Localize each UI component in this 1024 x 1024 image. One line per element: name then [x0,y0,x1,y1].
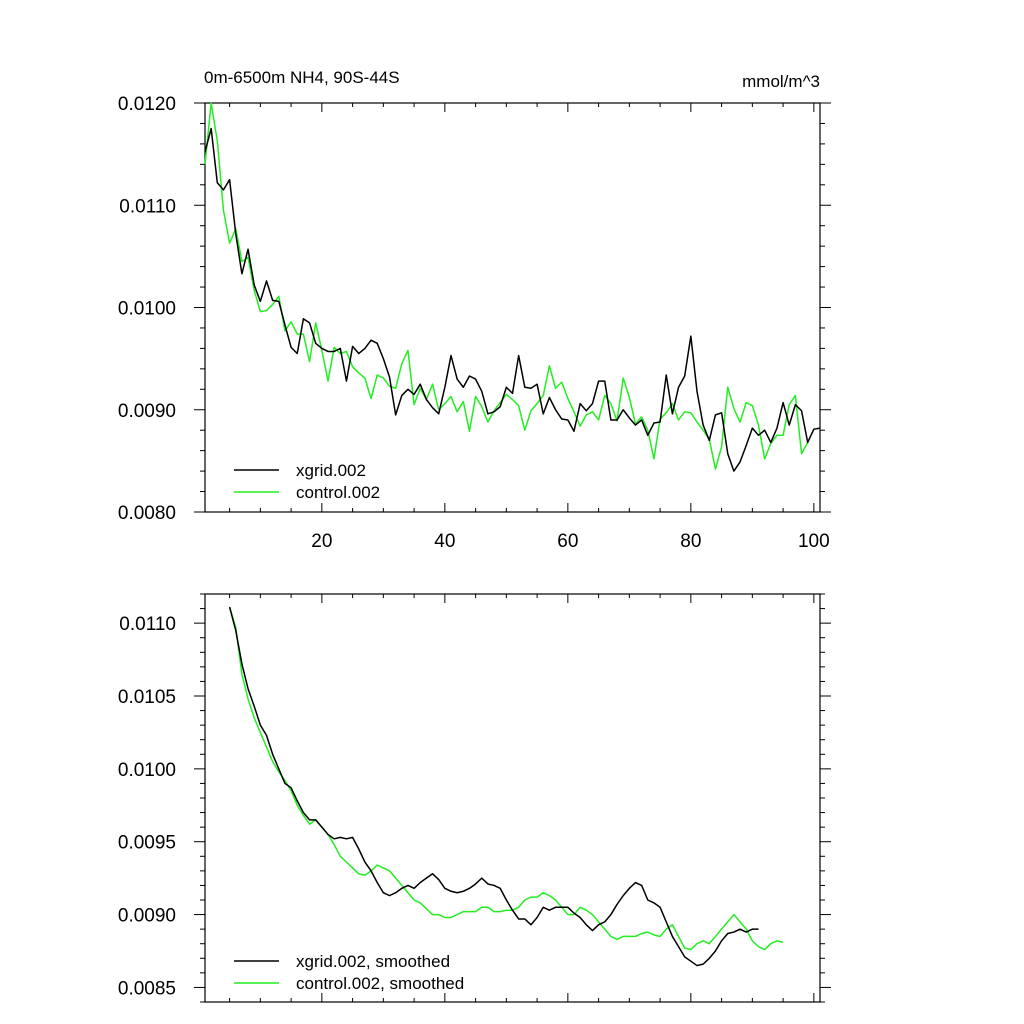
legend-label-control: control.002 [296,483,380,502]
x-tick-label: 20 [311,531,332,552]
y-tick-label: 0.0120 [118,94,176,115]
y-tick-label: 0.0080 [118,503,176,524]
units-label: mmol/m^3 [742,72,820,91]
legend-label-control: control.002, smoothed [296,974,464,993]
y-tick-label: 0.0110 [119,614,176,635]
chart-title: 0m-6500m NH4, 90S-44S [204,68,400,87]
x-tick-label: 100 [798,531,830,552]
legend-label-xgrid: xgrid.002, smoothed [296,952,450,971]
legend-label-xgrid: xgrid.002 [296,461,366,480]
x-tick-label: 40 [434,531,455,552]
x-tick-label: 80 [680,531,701,552]
y-tick-label: 0.0105 [118,687,176,708]
y-tick-label: 0.0110 [119,196,176,217]
top-plot-area: 20 40 60 80 100 0.0080 0.0090 0.0100 0.0110 0.012… [118,94,831,552]
bottom-plot-area: 0.0085 0.0090 0.0095 0.0100 0.0105 0.0110 xgri… [118,593,831,1003]
series-line-control [228,606,784,951]
y-tick-label: 0.0100 [118,299,176,320]
bottom-panel: 0.0085 0.0090 0.0095 0.0100 0.0105 0.0110 xgri… [118,593,831,1003]
y-tick-label: 0.0090 [118,906,176,927]
series-line-xgrid [228,606,759,967]
series-line-xgrid [204,127,821,472]
plot-frame [204,593,821,1003]
y-tick-label: 0.0100 [118,760,176,781]
y-tick-label: 0.0095 [118,833,176,854]
x-tick-label: 60 [557,531,578,552]
y-tick-label: 0.0085 [118,978,176,999]
top-panel: 0m-6500m NH4, 90S-44S mmol/m^3 20 40 60 80 1… [118,68,831,552]
y-tick-label: 0.0090 [118,401,176,422]
